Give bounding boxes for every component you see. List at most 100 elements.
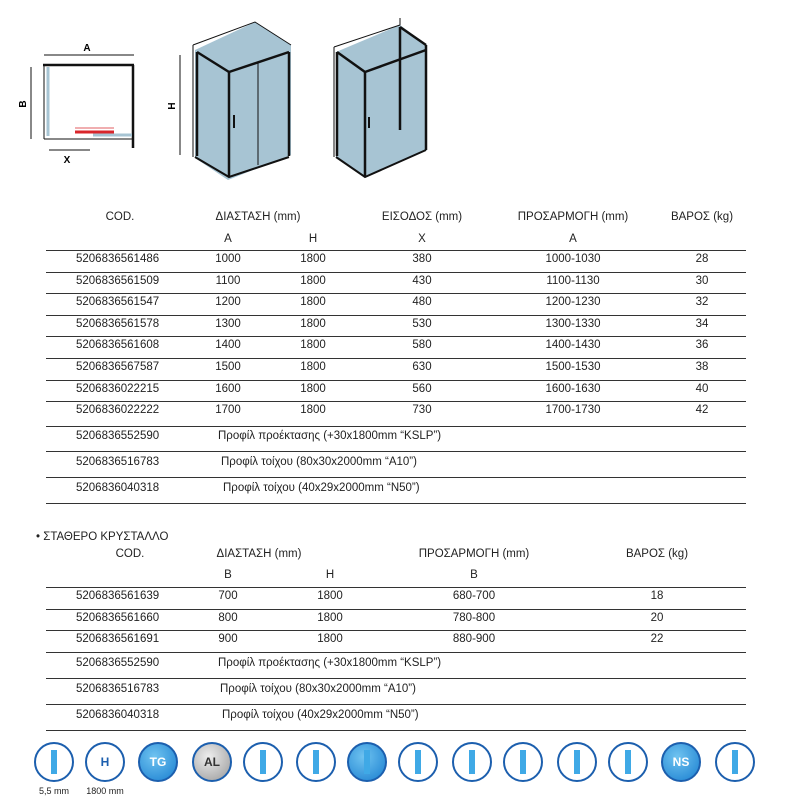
nano-coating-icon: NS xyxy=(661,742,701,782)
product-code: 5206836561509 xyxy=(76,274,160,287)
reversible-icon xyxy=(398,742,438,782)
cell-value: 1800 xyxy=(300,274,326,287)
row-divider xyxy=(46,358,746,359)
cell-value: 38 xyxy=(695,361,709,373)
column-header: ΠΡΟΣΑΡΜΟΓΗ (mm) xyxy=(418,548,530,560)
cell-value: 380 xyxy=(412,253,432,265)
row-divider xyxy=(46,293,746,295)
cell-value: 1800 xyxy=(300,296,326,309)
row-divider xyxy=(46,630,746,632)
row-divider xyxy=(46,704,746,705)
cell-value: 780-800 xyxy=(452,611,496,624)
row-divider xyxy=(46,250,746,251)
column-subheader: A xyxy=(569,233,577,245)
dimension-label-h: H xyxy=(167,102,178,109)
cell-value: 1800 xyxy=(300,361,326,373)
cell-value: 1800 xyxy=(300,382,326,395)
column-header: ΒΑΡΟΣ (kg) xyxy=(625,548,689,560)
product-code: 5206836561608 xyxy=(76,339,160,352)
cell-value: 1800 xyxy=(317,590,343,602)
cell-value: 18 xyxy=(650,590,664,602)
accessory-description: Προφίλ τοίχου (80x30x2000mm “A10”) xyxy=(221,456,417,468)
cell-value: 1200-1230 xyxy=(545,296,601,309)
magnetic-closure-icon xyxy=(296,742,336,782)
cell-value: 880-900 xyxy=(452,633,496,646)
accessory-description: Προφίλ προέκτασης (+30x1800mm “KSLP”) xyxy=(218,430,442,442)
product-code: 5206836022222 xyxy=(76,404,160,417)
column-header: ΔΙΑΣΤΑΣΗ (mm) xyxy=(215,211,301,223)
cell-value: 30 xyxy=(695,274,709,287)
cell-value: 1200 xyxy=(215,296,241,309)
glass-thickness-icon xyxy=(34,742,74,782)
aluminium-icon: AL xyxy=(192,742,232,782)
product-code: 5206836561691 xyxy=(76,633,160,646)
row-divider xyxy=(46,477,746,478)
accessory-code: 5206836552590 xyxy=(76,657,160,669)
cell-value: 1000-1030 xyxy=(545,253,601,265)
row-divider xyxy=(46,401,746,403)
cell-value: 36 xyxy=(695,339,709,352)
cell-value: 20 xyxy=(650,611,664,624)
row-divider xyxy=(46,271,746,273)
cell-value: 1300 xyxy=(215,317,241,330)
cell-value: 32 xyxy=(695,296,709,309)
cell-value: 680-700 xyxy=(452,590,496,602)
section-title: • ΣΤΑΘΕΡΟ ΚΡΥΣΤΑΛΛΟ xyxy=(36,531,169,543)
tempered-glass-icon: TG xyxy=(138,742,178,782)
cell-value: 430 xyxy=(412,274,432,287)
height-icon: H xyxy=(85,742,125,782)
shower-diagrams: A B X H xyxy=(18,18,428,180)
dimension-label-x: X xyxy=(64,155,71,166)
row-divider xyxy=(46,503,746,504)
3d-view-sliding-door xyxy=(179,21,292,180)
roller-icon xyxy=(243,742,283,782)
cell-value: 1500 xyxy=(215,361,241,373)
cell-value: 1800 xyxy=(300,317,326,330)
cell-value: 560 xyxy=(412,382,432,395)
installation-icon xyxy=(608,742,648,782)
row-divider xyxy=(46,314,746,316)
sliding-icon xyxy=(503,742,543,782)
accessory-code: 5206836040318 xyxy=(76,482,160,494)
dimension-label-b: B xyxy=(18,100,29,107)
column-subheader: B xyxy=(470,569,478,581)
product-code: 5206836561639 xyxy=(76,590,160,602)
dimension-label-a: A xyxy=(83,43,90,54)
cell-value: 1800 xyxy=(300,253,326,265)
cell-value: 1500-1530 xyxy=(545,361,601,373)
product-code: 5206836561486 xyxy=(76,253,160,265)
accessory-code: 5206836552590 xyxy=(76,430,160,442)
easy-clean-icon xyxy=(715,742,755,782)
row-divider xyxy=(46,652,746,653)
cell-value: 1100-1130 xyxy=(546,274,600,287)
cell-value: 1100 xyxy=(215,274,241,287)
row-divider xyxy=(46,426,746,427)
column-subheader: B xyxy=(224,569,232,581)
accessory-description: Προφίλ τοίχου (40x29x2000mm “N50”) xyxy=(223,482,420,494)
accessory-code: 5206836516783 xyxy=(76,683,160,695)
row-divider xyxy=(46,608,746,610)
cell-value: 630 xyxy=(412,361,432,373)
cell-value: 1600-1630 xyxy=(545,382,601,395)
column-subheader: H xyxy=(325,569,335,581)
cell-value: 580 xyxy=(412,339,432,352)
cell-value: 1700 xyxy=(215,404,241,417)
cell-value: 1600 xyxy=(215,382,241,395)
row-divider xyxy=(46,730,746,731)
cell-value: 40 xyxy=(695,382,709,395)
column-header: ΠΡΟΣΑΡΜΟΓΗ (mm) xyxy=(517,211,629,223)
row-divider xyxy=(46,678,746,679)
cell-value: 1000 xyxy=(215,253,241,265)
row-divider xyxy=(46,587,746,588)
column-header: ΒΑΡΟΣ (kg) xyxy=(670,211,734,223)
row-divider xyxy=(46,451,746,452)
column-header: COD. xyxy=(115,548,145,560)
feature-caption: 1800 mm xyxy=(86,786,124,796)
cell-value: 22 xyxy=(650,633,664,646)
cut-to-size-icon xyxy=(557,742,597,782)
cell-value: 28 xyxy=(695,253,709,265)
cell-value: 800 xyxy=(218,611,238,624)
accessory-description: Προφίλ προέκτασης (+30x1800mm “KSLP”) xyxy=(218,657,442,669)
column-subheader: X xyxy=(418,233,426,245)
